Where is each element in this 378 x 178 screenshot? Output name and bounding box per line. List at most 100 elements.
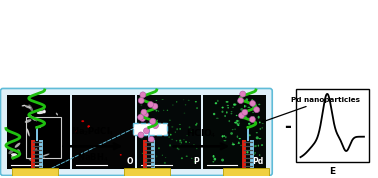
Ellipse shape: [159, 123, 160, 124]
Ellipse shape: [223, 140, 226, 141]
Ellipse shape: [213, 113, 215, 115]
Ellipse shape: [191, 132, 193, 133]
Ellipse shape: [178, 148, 180, 150]
Ellipse shape: [234, 103, 236, 106]
Ellipse shape: [248, 123, 251, 125]
Ellipse shape: [244, 105, 245, 108]
Ellipse shape: [237, 125, 239, 126]
Ellipse shape: [171, 126, 174, 127]
Text: Pd nanoparticles: Pd nanoparticles: [262, 97, 359, 123]
Ellipse shape: [259, 121, 260, 123]
Ellipse shape: [138, 132, 144, 138]
Ellipse shape: [253, 153, 255, 155]
Ellipse shape: [184, 113, 185, 114]
Ellipse shape: [162, 155, 163, 156]
Ellipse shape: [257, 109, 260, 112]
Ellipse shape: [252, 106, 255, 108]
Text: O: O: [127, 157, 133, 166]
Ellipse shape: [43, 109, 46, 113]
Ellipse shape: [152, 123, 158, 129]
Ellipse shape: [228, 107, 229, 108]
Ellipse shape: [163, 110, 164, 111]
Ellipse shape: [236, 115, 237, 116]
Ellipse shape: [242, 109, 248, 115]
Ellipse shape: [11, 156, 14, 159]
Ellipse shape: [146, 142, 147, 143]
Ellipse shape: [237, 124, 239, 125]
Ellipse shape: [76, 131, 77, 132]
Ellipse shape: [240, 145, 242, 146]
Ellipse shape: [177, 128, 178, 130]
Ellipse shape: [164, 162, 166, 164]
Ellipse shape: [181, 157, 183, 159]
Ellipse shape: [245, 114, 248, 116]
Ellipse shape: [239, 123, 240, 124]
Ellipse shape: [237, 120, 240, 122]
Ellipse shape: [56, 113, 58, 115]
Ellipse shape: [258, 116, 260, 119]
Ellipse shape: [169, 144, 171, 146]
Ellipse shape: [25, 105, 31, 109]
Ellipse shape: [150, 118, 156, 124]
Ellipse shape: [222, 135, 223, 137]
Ellipse shape: [233, 104, 235, 106]
Ellipse shape: [189, 126, 191, 128]
Ellipse shape: [11, 153, 17, 156]
Ellipse shape: [175, 132, 176, 133]
Ellipse shape: [256, 132, 258, 133]
Ellipse shape: [231, 111, 232, 112]
Ellipse shape: [27, 129, 30, 137]
Ellipse shape: [249, 116, 255, 122]
Bar: [137, 95, 201, 169]
Ellipse shape: [238, 98, 244, 104]
Ellipse shape: [152, 103, 158, 109]
Ellipse shape: [185, 141, 187, 143]
Ellipse shape: [15, 143, 20, 148]
Ellipse shape: [253, 116, 255, 119]
Ellipse shape: [216, 118, 218, 119]
Ellipse shape: [150, 119, 156, 124]
Ellipse shape: [183, 99, 184, 100]
Ellipse shape: [246, 110, 247, 111]
Ellipse shape: [258, 108, 259, 109]
Ellipse shape: [158, 110, 159, 112]
Ellipse shape: [196, 123, 197, 125]
Ellipse shape: [162, 99, 164, 100]
Ellipse shape: [180, 141, 181, 143]
Ellipse shape: [238, 142, 240, 144]
Bar: [296, 89, 369, 162]
Ellipse shape: [244, 140, 246, 142]
Ellipse shape: [146, 159, 148, 161]
Ellipse shape: [37, 111, 45, 114]
Ellipse shape: [87, 125, 90, 128]
Ellipse shape: [144, 153, 146, 154]
Ellipse shape: [232, 107, 234, 108]
Ellipse shape: [141, 137, 143, 138]
Ellipse shape: [234, 129, 236, 130]
Ellipse shape: [237, 135, 238, 138]
Ellipse shape: [232, 143, 234, 145]
Ellipse shape: [81, 120, 84, 122]
Ellipse shape: [242, 118, 245, 119]
Ellipse shape: [144, 109, 146, 110]
Ellipse shape: [148, 136, 154, 142]
Bar: [26, 117, 61, 158]
Ellipse shape: [228, 120, 230, 122]
Ellipse shape: [179, 140, 181, 141]
Ellipse shape: [255, 145, 257, 147]
Ellipse shape: [17, 149, 20, 152]
Ellipse shape: [144, 128, 149, 134]
Ellipse shape: [33, 116, 37, 121]
Ellipse shape: [191, 158, 192, 159]
Text: NaBH$_4$: NaBH$_4$: [77, 151, 108, 164]
Ellipse shape: [239, 113, 242, 115]
Ellipse shape: [248, 107, 250, 108]
Ellipse shape: [240, 108, 243, 111]
Ellipse shape: [237, 143, 240, 144]
Ellipse shape: [237, 100, 239, 103]
Ellipse shape: [179, 128, 181, 130]
Ellipse shape: [141, 105, 142, 106]
Ellipse shape: [232, 142, 233, 144]
Ellipse shape: [194, 161, 195, 163]
Ellipse shape: [227, 105, 229, 106]
